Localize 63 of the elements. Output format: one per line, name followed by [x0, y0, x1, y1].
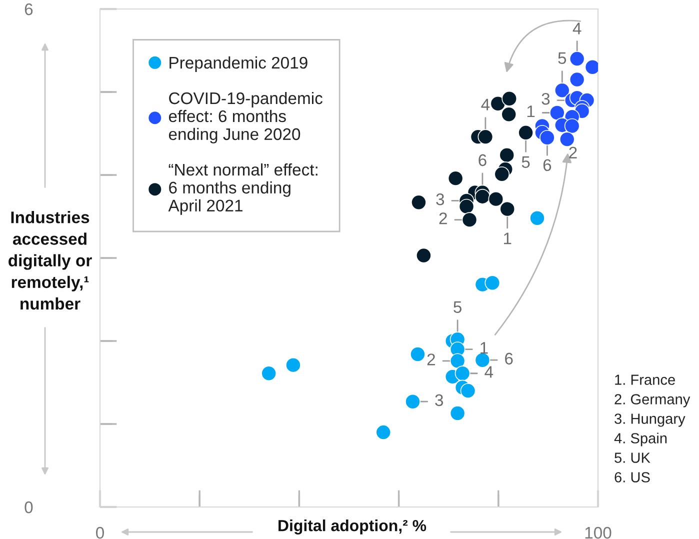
point	[416, 248, 432, 264]
point	[518, 124, 534, 140]
annotation: 1	[480, 342, 488, 354]
point	[460, 383, 476, 399]
annotation: 3	[436, 193, 444, 206]
text: 3. Hungary	[614, 414, 686, 427]
text: 6. US	[614, 472, 650, 482]
point	[462, 212, 478, 228]
annotation: 1	[527, 106, 535, 118]
point	[530, 210, 545, 226]
point	[450, 406, 466, 421]
annotation: 6	[543, 159, 552, 172]
annotation: 5	[522, 156, 530, 168]
point	[458, 198, 474, 214]
annotation: 5	[558, 52, 566, 64]
legend-label: Prepandemic 2019	[170, 56, 308, 72]
x-tick-label: 100	[585, 526, 612, 539]
point	[376, 424, 392, 440]
point	[502, 90, 518, 106]
point	[484, 275, 500, 291]
legend-label: COVID-19-pandemic effect: 6 months ending June 2020	[168, 92, 322, 144]
y-axis-title: Industries accessed digitally or remotely,¹ number	[8, 211, 92, 310]
point	[564, 118, 580, 134]
point	[448, 170, 464, 186]
point	[405, 394, 420, 410]
text: 2. Germany	[614, 394, 690, 408]
legend-label: “Next normal” effect: 6 months ending April 2021	[168, 163, 318, 215]
point	[478, 129, 494, 145]
annotation: 5	[454, 301, 462, 313]
point	[500, 201, 516, 217]
point	[494, 166, 510, 182]
annotation: 2	[569, 146, 577, 158]
point	[554, 82, 570, 98]
point	[549, 105, 565, 120]
text: 1. France	[615, 374, 675, 385]
point	[410, 346, 426, 362]
point	[569, 72, 585, 88]
point	[569, 51, 585, 67]
annotation: 3	[542, 92, 550, 105]
point	[540, 130, 555, 146]
point	[474, 188, 490, 204]
annotation: 4	[572, 22, 582, 34]
point	[559, 132, 575, 148]
point	[499, 147, 515, 163]
annotation: 4	[481, 98, 490, 110]
annotation: 1	[504, 232, 512, 244]
annotation: 6	[478, 154, 486, 166]
point	[261, 366, 277, 382]
text: 5. UK	[614, 452, 650, 463]
point	[286, 357, 301, 373]
point	[454, 366, 470, 382]
annotation: 2	[427, 354, 435, 366]
annotation: 2	[439, 212, 447, 224]
x-axis-title: Digital adoption,² %	[278, 520, 426, 534]
annotation: 3	[435, 394, 444, 406]
point	[411, 194, 426, 210]
annotation: 4	[484, 366, 494, 378]
point	[488, 191, 504, 207]
text: 4. Spain	[614, 432, 667, 446]
annotation: 6	[505, 352, 513, 365]
point	[501, 106, 517, 122]
point	[490, 96, 506, 112]
point	[450, 353, 466, 369]
